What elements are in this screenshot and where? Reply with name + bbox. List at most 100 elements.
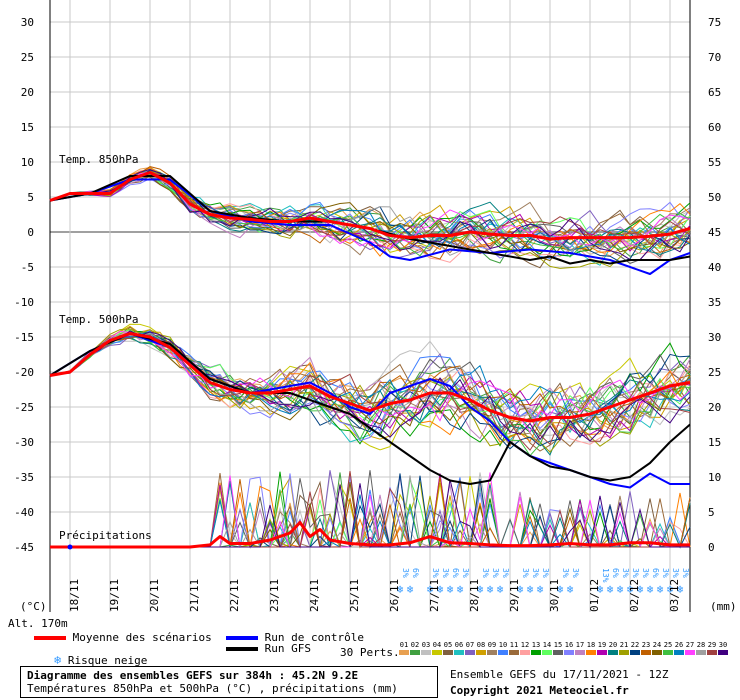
footer-info-box: Diagramme des ensembles GEFS sur 384h : …	[20, 666, 438, 698]
pert-id-label: 19	[598, 641, 606, 649]
pert-color-swatch	[399, 650, 409, 655]
snowflake-icon: ❄	[537, 583, 544, 596]
precip-start-dot	[67, 544, 73, 550]
pert-id-label: 14	[543, 641, 551, 649]
mean-precip-line	[50, 521, 690, 549]
snow-risk-pct: 3%	[401, 568, 410, 578]
x-date-label: 30/11	[548, 579, 561, 612]
snowflake-icon: ❄	[677, 583, 684, 596]
member-850-line	[49, 176, 691, 262]
mean-500-line	[49, 332, 691, 423]
pert-color-swatch	[608, 650, 618, 655]
pert-color-swatch	[476, 650, 486, 655]
left-tick-label: -35	[14, 471, 34, 484]
snowflake-icon: ❄	[447, 583, 454, 596]
mean-850-line	[49, 171, 691, 241]
right-tick-label: 75	[708, 16, 721, 29]
main-series	[49, 171, 691, 550]
snow-risk-pct: 3%	[441, 568, 450, 578]
legend-mean-label: Moyenne des scénarios	[72, 631, 212, 644]
left-tick-label: -30	[14, 436, 34, 449]
snow-risk-pct: 3%	[641, 568, 650, 578]
left-tick-label: -10	[14, 296, 34, 309]
pert-id-label: 29	[708, 641, 716, 649]
x-date-label: 25/11	[348, 579, 361, 612]
right-unit-label: (mm)	[710, 600, 737, 613]
snow-risk-pct: 3%	[571, 568, 580, 578]
snow-risk-pct: 3%	[521, 568, 530, 578]
pert-color-swatch	[487, 650, 497, 655]
left-tick-label: 10	[21, 156, 34, 169]
pert-id-label: 02	[411, 641, 419, 649]
pert-id-label: 11	[510, 641, 518, 649]
x-date-label: 24/11	[308, 579, 321, 612]
pert-color-swatch	[410, 650, 420, 655]
member-850-line	[49, 168, 691, 261]
member-500-line	[49, 332, 691, 435]
x-date-label: 29/11	[508, 579, 521, 612]
legend-gfs-label: Run GFS	[264, 642, 311, 655]
snowflake-icon: ❄	[427, 583, 434, 596]
pert-id-label: 25	[664, 641, 672, 649]
member-500-line	[49, 332, 691, 424]
pert-color-swatch	[630, 650, 640, 655]
x-date-label: 23/11	[268, 579, 281, 612]
right-tick-label: 70	[708, 51, 721, 64]
pert-color-swatch	[674, 650, 684, 655]
pert-color-swatch	[454, 650, 464, 655]
pert-id-label: 13	[532, 641, 540, 649]
pert-color-swatch	[509, 650, 519, 655]
pert-id-label: 06	[455, 641, 463, 649]
pert-color-swatch	[542, 650, 552, 655]
right-tick-label: 10	[708, 471, 721, 484]
right-tick-label: 20	[708, 401, 721, 414]
snowflake-icon: ❄	[597, 583, 604, 596]
chart-axes: 302520151050-5-10-15-20-25-30-35-40-4575…	[14, 0, 721, 612]
pert-id-label: 16	[565, 641, 573, 649]
legend-gfs-swatch	[226, 647, 258, 651]
member-850-line	[49, 166, 691, 257]
left-tick-label: -25	[14, 401, 34, 414]
plot-area	[50, 0, 690, 547]
left-tick-label: 25	[21, 51, 34, 64]
pert-color-swatch	[443, 650, 453, 655]
footer-run-info: Ensemble GEFS du 17/11/2021 - 12Z Copyri…	[450, 668, 669, 697]
t500-panel-label: Temp. 500hPa	[59, 313, 138, 326]
snowflake-icon: ❄	[557, 583, 564, 596]
snow-risk-pct: 3%	[561, 568, 570, 578]
right-tick-label: 40	[708, 261, 721, 274]
x-date-label: 20/11	[148, 579, 161, 612]
legend-snow-label: Risque neige	[67, 654, 148, 667]
left-tick-label: 0	[27, 226, 34, 239]
snowflake-icon: ❄	[567, 583, 574, 596]
member-500-line	[49, 330, 691, 442]
left-tick-label: -40	[14, 506, 34, 519]
pert-color-swatch	[498, 650, 508, 655]
snowflake-icon: ❄	[647, 583, 654, 596]
snowflake-icon: ❄	[397, 583, 404, 596]
snowflake-icon: ❄	[657, 583, 664, 596]
pert-id-label: 17	[576, 641, 584, 649]
right-tick-label: 25	[708, 366, 721, 379]
right-tick-label: 45	[708, 226, 721, 239]
snow-risk-pct: 6%	[411, 568, 420, 578]
x-date-label: 02/12	[628, 579, 641, 612]
right-tick-label: 35	[708, 296, 721, 309]
snow-risk-pct: 3%	[671, 568, 680, 578]
snow-risk-row: 3%❄6%❄3%❄3%❄6%❄3%❄3%❄3%❄3%❄3%❄3%❄3%❄3%❄3…	[397, 568, 728, 655]
right-tick-label: 50	[708, 191, 721, 204]
legend-control-label: Run de contrôle	[264, 631, 364, 644]
pert-color-swatch	[531, 650, 541, 655]
snowflake-icon: ❄	[477, 583, 484, 596]
snowflake-icon: ❄	[457, 583, 464, 596]
member-500-line	[49, 325, 691, 440]
pert-id-label: 09	[488, 641, 496, 649]
pert-id-label: 28	[697, 641, 705, 649]
snow-risk-pct: 3%	[631, 568, 640, 578]
snowflake-icon: ❄	[497, 583, 504, 596]
snowflake-icon: ❄	[54, 653, 62, 667]
snowflake-icon: ❄	[437, 583, 444, 596]
pert-color-swatch	[718, 650, 728, 655]
left-tick-label: 5	[27, 191, 34, 204]
